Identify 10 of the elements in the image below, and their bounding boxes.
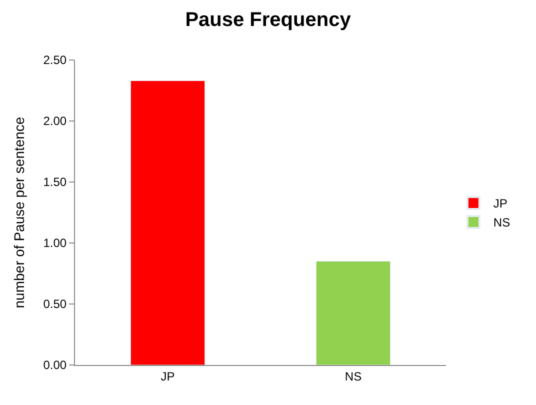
y-tick-label: 2.00 (43, 114, 67, 128)
y-tick-label: 0.50 (43, 297, 67, 312)
y-tick-label: 1.00 (43, 236, 67, 250)
y-axis-title: number of Pause per sentence (10, 116, 27, 308)
legend-label: NS (493, 216, 510, 230)
y-tick-label: 0.00 (43, 358, 67, 372)
y-tick-label: 2.50 (43, 53, 67, 68)
legend-label: JP (493, 196, 508, 211)
chart-title: Pause Frequency (185, 9, 352, 32)
y-tick-label: 1.50 (43, 175, 67, 190)
